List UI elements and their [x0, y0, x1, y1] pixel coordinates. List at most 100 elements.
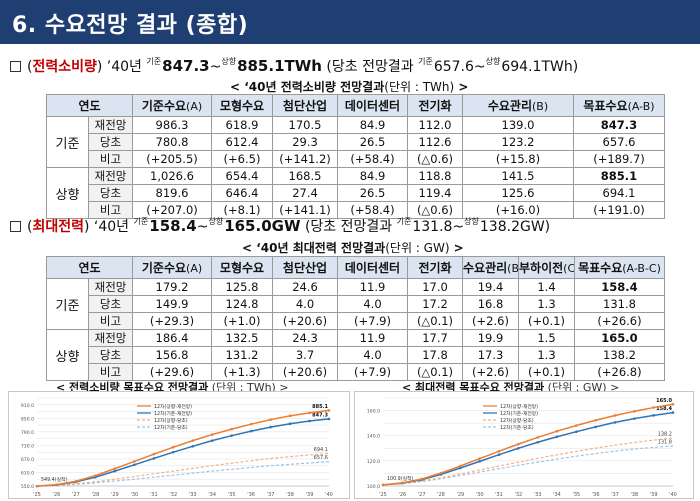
data-point — [249, 429, 253, 433]
group-label: 상향 — [46, 167, 89, 219]
col-header-base-demand: 기준수요(A) — [132, 256, 212, 279]
data-point — [401, 481, 404, 485]
x-tick-label: '29 — [111, 492, 119, 498]
table-cell: (+1.0) — [211, 312, 273, 330]
series-line — [382, 411, 674, 486]
table-cell: (+205.5) — [132, 150, 212, 168]
section2-tilde: ~ — [196, 219, 209, 235]
x-tick-label: '32 — [169, 492, 177, 498]
col-header-electrification: 전기화 — [407, 256, 463, 279]
x-tick-label: '38 — [286, 492, 294, 498]
table-cell: (+141.1) — [272, 201, 338, 219]
col-header-demand-mgmt-text: 수요관리 — [487, 99, 533, 113]
data-point — [575, 430, 578, 433]
col-header-base-demand-code: (A) — [186, 262, 203, 275]
y-tick-label: 850.0 — [21, 416, 34, 422]
page-title: 6. 수요전망 결과 (종합) — [12, 13, 249, 38]
data-point — [633, 410, 636, 413]
table-cell: 125.8 — [211, 278, 273, 296]
col-header-target-demand-code: (A-B) — [627, 100, 655, 113]
x-tick-label: '40 — [325, 492, 333, 498]
end-value-label: 165.0 — [656, 398, 672, 404]
table-cell: 118.8 — [407, 167, 463, 185]
data-point — [133, 460, 136, 463]
series-line — [382, 445, 674, 486]
col-header-target-demand-text: 목표수요 — [578, 261, 623, 275]
section2-caption-unit: (단위 : GW) — [385, 241, 450, 255]
table-cell: 1.4 — [518, 278, 575, 296]
table-cell: 618.9 — [211, 116, 273, 134]
table-cell: (+0.1) — [518, 312, 575, 330]
row-label: 재전망 — [88, 278, 133, 296]
data-point — [152, 457, 156, 460]
x-tick-label: '37 — [611, 492, 619, 498]
x-tick-label: '25 — [33, 492, 41, 498]
table-cell: 168.5 — [272, 167, 338, 185]
x-tick-label: '36 — [592, 492, 600, 498]
peak-table: 연도 기준수요(A) 모형수요 첨단산업 데이터센터 전기화 수요관리(B) 부… — [46, 256, 665, 381]
table-cell: 112.0 — [407, 116, 463, 134]
data-point — [633, 417, 636, 420]
x-tick-label: '35 — [572, 492, 580, 498]
section2-caption-title: 최대전력 전망결과 — [292, 241, 386, 255]
table-cell: 170.5 — [272, 116, 338, 134]
data-point — [478, 457, 481, 460]
table-cell: (△0.6) — [407, 150, 463, 168]
x-tick-label: '34 — [553, 492, 561, 498]
table-cell: 612.4 — [211, 133, 273, 151]
table-cell: 1.3 — [518, 346, 575, 364]
legend-label: 12차(상향-재전망) — [500, 403, 538, 410]
col-header-base-demand-code: (A) — [186, 100, 203, 113]
col-header-demand-mgmt-code: (B) — [532, 100, 549, 113]
row-label: 재전망 — [88, 329, 133, 347]
x-tick-label: '31 — [495, 492, 503, 498]
end-value-label: 657.6 — [314, 455, 328, 461]
data-point — [536, 440, 539, 444]
table-cell: 11.9 — [337, 278, 408, 296]
end-value-label: 694.1 — [314, 447, 328, 453]
x-tick-label: '27 — [72, 492, 80, 498]
table-cell: 3.7 — [272, 346, 338, 364]
col-header-model-demand: 모형수요 — [211, 256, 273, 279]
table-cell: 17.0 — [407, 278, 463, 296]
start-annotation: 100.9(실적) — [387, 475, 413, 482]
legend-label: 12차(기준-당초) — [500, 424, 534, 431]
series-line — [36, 418, 330, 487]
table-cell: (△0.1) — [407, 363, 463, 381]
checkbox-square-icon — [10, 61, 21, 72]
data-point — [671, 402, 675, 406]
table-cell: 179.2 — [132, 278, 212, 296]
data-point — [555, 429, 559, 433]
section2-year: ‘40년 — [93, 219, 130, 235]
table-row: 상향 재전망 1,026.6 654.4 168.5 84.9 118.8 141.5 885.… — [46, 167, 665, 219]
table-cell: 17.2 — [407, 295, 463, 313]
section2-table-caption: < ‘40년 최대전력 전망결과(단위 : GW) > — [242, 239, 464, 256]
end-value-label: 158.4 — [656, 406, 672, 412]
section1-orig-open: (당초 전망결과 — [326, 59, 414, 75]
series-line — [36, 409, 330, 487]
row-label: 재전망 — [88, 167, 133, 185]
left-chart-caption-unit: (단위 : TWh) > — [208, 381, 289, 394]
data-point — [439, 471, 443, 475]
table-row: 당초 780.8 612.4 29.3 26.5 112.6 123.2 657.6 — [47, 133, 665, 151]
table-cell: 84.9 — [337, 116, 408, 134]
row-label: 당초 — [88, 346, 133, 364]
table-cell: 24.3 — [272, 329, 338, 347]
section2-label: 최대전력 — [32, 219, 84, 235]
legend-label: 12차(상향-당초) — [154, 417, 188, 424]
data-point — [288, 422, 292, 426]
table-cell: 26.5 — [337, 184, 408, 202]
table-cell: (+2.6) — [462, 312, 519, 330]
data-point — [35, 484, 39, 488]
table-row: 당초 819.6 646.4 27.4 26.5 119.4 125.6 694.1 — [47, 184, 665, 202]
table-cell: 139.0 — [462, 116, 574, 134]
series-line — [36, 461, 330, 487]
data-point — [517, 442, 520, 446]
table-cell: (+207.0) — [132, 201, 212, 219]
col-header-demand-mgmt-text: 수요관리 — [463, 261, 508, 275]
data-point — [191, 439, 195, 442]
table-cell: 19.9 — [462, 329, 519, 347]
series-line — [382, 437, 674, 486]
table-row: 당초 156.8 131.2 3.7 4.0 17.8 17.3 1.3 138.2 — [47, 346, 665, 364]
table-cell: 17.3 — [462, 346, 519, 364]
